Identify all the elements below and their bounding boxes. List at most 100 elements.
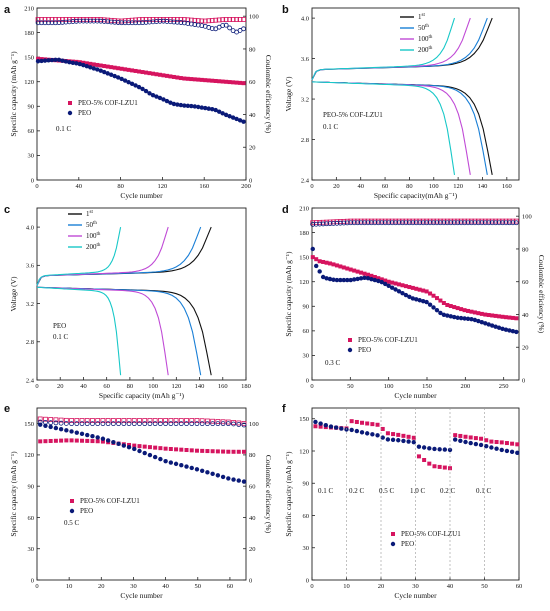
data-point [85, 432, 90, 438]
data-point [158, 446, 163, 451]
data-point [414, 297, 419, 302]
data-point [46, 17, 51, 22]
data-point [365, 276, 371, 281]
data-point [206, 18, 212, 24]
data-point [379, 220, 385, 226]
data-point [168, 74, 173, 79]
data-point [234, 116, 239, 122]
charge-curve-1st [36, 226, 212, 286]
panel-c: c 0 20 40 60 80 100 120 140 160 180 2.4 2.8 3.2 3.6 4.0… [4, 204, 251, 400]
data-point [365, 431, 370, 436]
data-point [472, 310, 477, 315]
data-point [369, 220, 374, 226]
data-point [147, 91, 152, 96]
data-point [69, 438, 74, 443]
data-point [126, 445, 132, 450]
data-point [53, 417, 59, 423]
data-point [375, 433, 380, 438]
data-point [360, 420, 365, 425]
data-point [88, 61, 93, 66]
data-point [74, 418, 80, 423]
discharge-curve-200th [36, 286, 122, 376]
data-point [347, 347, 353, 353]
data-point [220, 421, 226, 427]
y-tick-label: 4.0 [301, 15, 309, 22]
data-point [331, 277, 336, 282]
y-tick-label: 210 [299, 205, 309, 212]
data-point [37, 416, 43, 422]
y-tick-label: 90 [303, 481, 310, 488]
data-point [338, 264, 343, 269]
data-point [77, 18, 83, 24]
series-peo-ce [37, 419, 247, 428]
x-tick-label: 160 [218, 383, 228, 390]
data-point [236, 420, 242, 426]
x-tick-label: 140 [478, 183, 488, 190]
data-point [500, 220, 505, 226]
data-point [349, 427, 354, 433]
x-tick-label: 0 [35, 383, 38, 390]
data-point [116, 421, 121, 427]
data-point [237, 118, 243, 123]
data-point [427, 461, 432, 466]
x-axis-label: Cycle number [120, 191, 163, 200]
charge-curve-200th [36, 226, 122, 286]
annotation: PEO [53, 322, 66, 330]
data-point [227, 80, 232, 85]
data-point [321, 259, 326, 264]
data-point [432, 464, 437, 469]
data-point [348, 277, 353, 283]
y-tick-label: 4.0 [26, 224, 34, 231]
data-point [157, 72, 162, 77]
data-point [119, 20, 125, 26]
data-point [372, 274, 377, 279]
series-peo-ce [310, 220, 519, 227]
data-point [499, 447, 504, 453]
charge-curve-100th [36, 226, 169, 286]
x-tick-label: 20 [57, 383, 64, 390]
data-point [119, 66, 124, 71]
data-point [56, 17, 62, 22]
data-point [112, 73, 117, 79]
data-point [317, 259, 322, 264]
data-point [444, 220, 450, 226]
y-axis-label: Specific capacity (mAh g⁻¹) [9, 51, 18, 137]
data-point [153, 445, 158, 450]
data-point [386, 283, 391, 289]
data-point [445, 313, 450, 318]
x-tick-label: 50 [347, 383, 354, 390]
data-point [74, 430, 79, 435]
data-point [105, 19, 111, 25]
data-point [126, 67, 131, 72]
data-point [175, 102, 180, 107]
data-point [67, 110, 73, 116]
data-point [504, 441, 509, 446]
data-point [472, 317, 478, 323]
data-point [417, 298, 422, 303]
data-point [203, 105, 208, 111]
y2-tick-label: 20 [522, 345, 529, 352]
data-point [174, 19, 180, 25]
data-point [185, 103, 191, 109]
y2-tick-label: 80 [249, 452, 256, 459]
series-peo [38, 422, 247, 484]
rate-label: 0.2 C [349, 487, 365, 495]
data-point [401, 433, 406, 438]
data-point [77, 61, 83, 67]
panel-letter: b [282, 4, 289, 16]
data-point [142, 450, 147, 456]
data-point [64, 428, 69, 433]
data-point [137, 421, 142, 427]
data-point [220, 419, 226, 425]
data-point [81, 60, 86, 65]
charge-curve-200th [311, 17, 456, 81]
data-point [189, 421, 195, 427]
data-point [231, 449, 236, 454]
data-point [391, 432, 396, 437]
data-point [452, 437, 458, 442]
data-point [70, 499, 74, 503]
data-point [95, 421, 101, 427]
data-point [334, 263, 339, 268]
data-point [43, 439, 48, 444]
data-point [63, 19, 69, 25]
